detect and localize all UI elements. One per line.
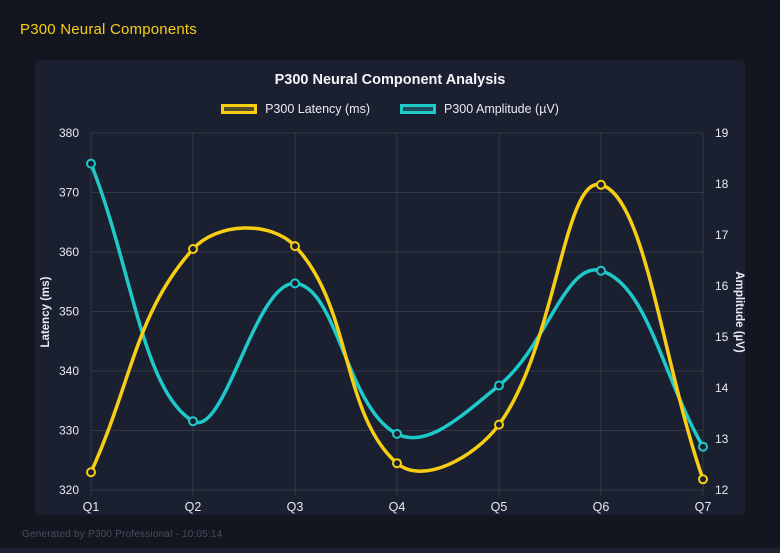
data-point[interactable] — [290, 241, 300, 252]
right-axis-tick: 16 — [715, 279, 729, 293]
x-axis-tick: Q7 — [695, 500, 712, 514]
data-point[interactable] — [698, 474, 708, 485]
right-axis-tick: 12 — [715, 483, 729, 497]
footer-status-text: Generated by P300 Professional - 10:05:1… — [22, 529, 223, 540]
x-axis-tick: Q6 — [593, 500, 610, 514]
legend-label: P300 Amplitude (µV) — [444, 102, 559, 116]
right-axis-tick: 19 — [715, 126, 729, 140]
data-point[interactable] — [494, 380, 504, 391]
right-axis-tick: 17 — [715, 228, 729, 242]
legend-swatch — [400, 104, 436, 114]
page-title: P300 Neural Components — [20, 21, 198, 38]
data-point[interactable] — [188, 244, 198, 254]
left-axis-tick: 370 — [59, 186, 79, 200]
left-axis-tick: 350 — [59, 305, 79, 319]
legend-label: P300 Latency (ms) — [265, 102, 370, 116]
data-point[interactable] — [188, 416, 198, 427]
left-axis-tick: 320 — [59, 483, 79, 497]
bottom-strip — [0, 548, 780, 553]
right-axis-tick: 18 — [715, 177, 729, 191]
left-axis-tick: 330 — [59, 424, 79, 438]
data-point[interactable] — [596, 179, 606, 190]
data-point[interactable] — [494, 419, 504, 430]
left-axis-tick: 340 — [59, 364, 79, 378]
data-point[interactable] — [86, 467, 96, 478]
data-point[interactable] — [698, 441, 708, 452]
chart-title: P300 Neural Component Analysis — [274, 72, 506, 88]
data-point[interactable] — [596, 265, 606, 276]
legend-swatch — [221, 104, 258, 114]
chart-legend: P300 Latency (ms) P300 Amplitude (µV) — [35, 100, 745, 118]
legend-item[interactable]: P300 Amplitude (µV) — [400, 102, 559, 116]
data-point[interactable] — [290, 278, 300, 289]
chart-canvas: Latency (ms) Amplitude (µV) 320 330 340 350… — [40, 126, 745, 514]
right-axis-tick: 14 — [715, 381, 729, 395]
legend-item[interactable]: P300 Latency (ms) — [221, 102, 370, 116]
left-axis-title: Latency (ms) — [40, 276, 52, 347]
data-point[interactable] — [392, 458, 402, 469]
x-axis-tick: Q4 — [389, 500, 406, 514]
right-axis-tick: 15 — [715, 330, 729, 344]
left-axis-tick: 360 — [59, 245, 79, 259]
x-axis-tick: Q2 — [185, 500, 202, 514]
data-point[interactable] — [392, 428, 402, 439]
right-axis-tick: 13 — [715, 432, 729, 446]
left-axis-tick: 380 — [59, 126, 79, 140]
data-point[interactable] — [86, 158, 96, 169]
x-axis-tick: Q3 — [287, 500, 304, 514]
x-axis-tick: Q5 — [491, 500, 508, 514]
x-axis-tick: Q1 — [83, 500, 100, 514]
right-axis-title: Amplitude (µV) — [733, 271, 745, 353]
chart-card: P300 Neural Component Analysis P300 Late… — [35, 60, 745, 515]
